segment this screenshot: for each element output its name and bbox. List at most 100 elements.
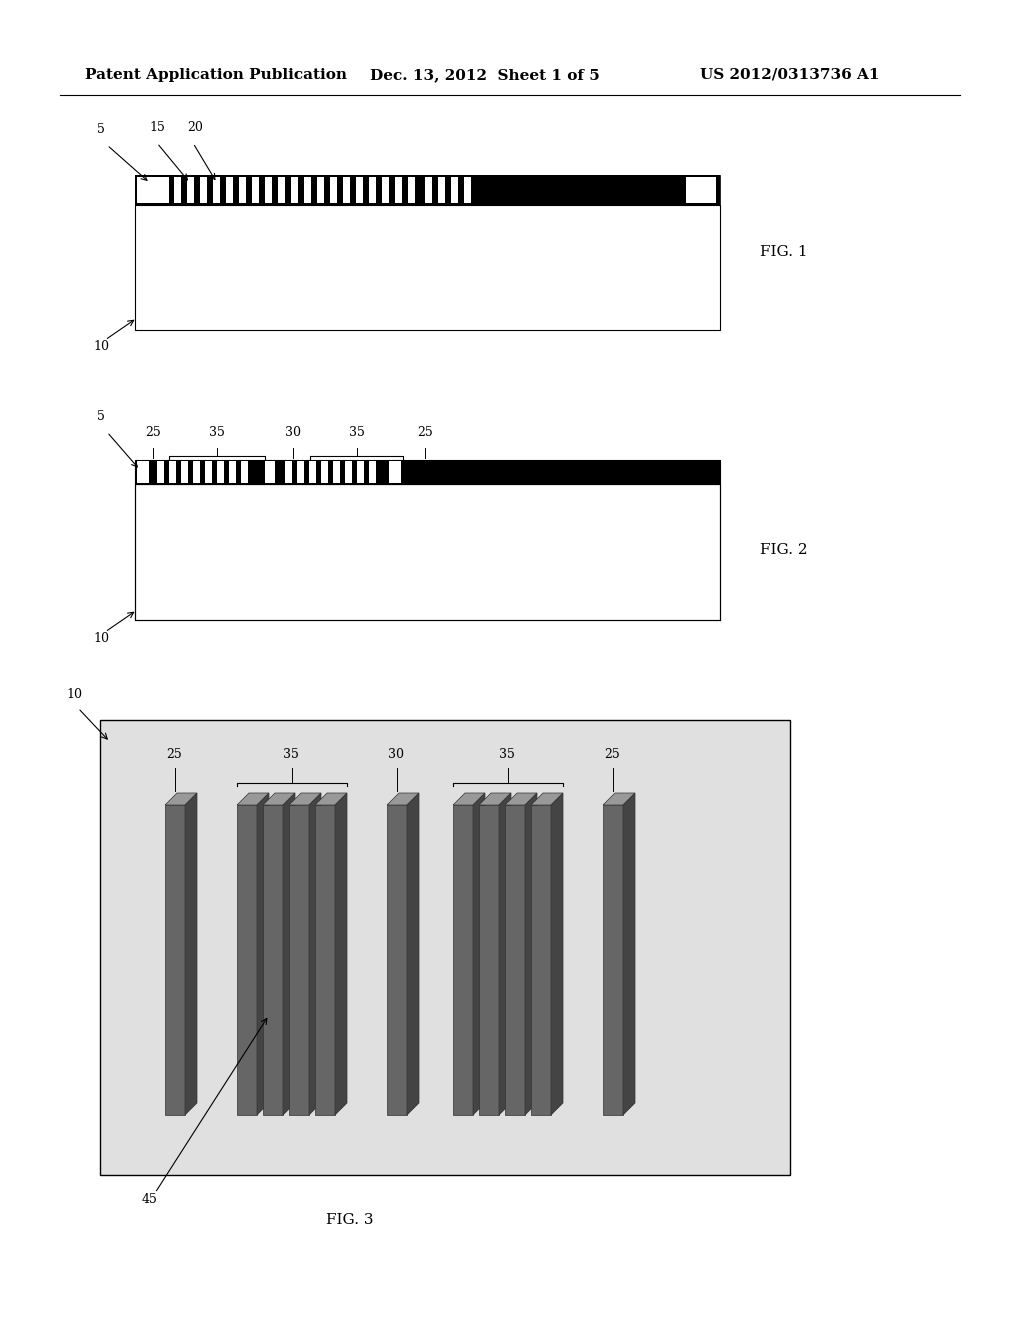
- Text: US 2012/0313736 A1: US 2012/0313736 A1: [700, 69, 880, 82]
- Text: 20: 20: [187, 121, 203, 135]
- Text: 25: 25: [417, 426, 433, 440]
- Text: 25: 25: [145, 426, 161, 440]
- Polygon shape: [551, 793, 563, 1115]
- Bar: [357, 461, 364, 483]
- Text: 35: 35: [283, 748, 299, 762]
- Text: 35: 35: [499, 748, 515, 762]
- Bar: [193, 461, 200, 483]
- Bar: [174, 177, 181, 203]
- Bar: [451, 177, 458, 203]
- Bar: [241, 461, 248, 483]
- Bar: [408, 177, 415, 203]
- Bar: [464, 177, 471, 203]
- Bar: [321, 461, 328, 483]
- Text: 35: 35: [348, 426, 365, 440]
- Polygon shape: [315, 793, 347, 805]
- Bar: [135, 484, 720, 620]
- Polygon shape: [263, 793, 295, 805]
- Bar: [213, 177, 220, 203]
- Bar: [278, 177, 285, 203]
- Bar: [330, 177, 337, 203]
- Bar: [229, 461, 236, 483]
- Bar: [100, 719, 790, 1175]
- Bar: [265, 177, 272, 203]
- Polygon shape: [473, 793, 485, 1115]
- Polygon shape: [453, 793, 485, 805]
- Polygon shape: [505, 793, 537, 805]
- Bar: [369, 461, 376, 483]
- Text: 5: 5: [97, 411, 104, 422]
- Polygon shape: [603, 793, 635, 805]
- Polygon shape: [315, 805, 335, 1115]
- Polygon shape: [335, 793, 347, 1115]
- Polygon shape: [499, 793, 511, 1115]
- Bar: [135, 459, 720, 484]
- Text: 35: 35: [209, 426, 225, 440]
- Bar: [135, 205, 720, 330]
- Text: 10: 10: [93, 632, 109, 645]
- Polygon shape: [531, 805, 551, 1115]
- Polygon shape: [257, 793, 269, 1115]
- Polygon shape: [237, 793, 269, 805]
- Bar: [369, 177, 376, 203]
- Bar: [205, 461, 212, 483]
- Text: 25: 25: [604, 748, 620, 762]
- Polygon shape: [479, 805, 499, 1115]
- Text: 45: 45: [142, 1193, 158, 1206]
- Text: 5: 5: [97, 123, 104, 136]
- Polygon shape: [289, 793, 321, 805]
- Polygon shape: [387, 793, 419, 805]
- Bar: [135, 176, 720, 205]
- Bar: [181, 461, 188, 483]
- Bar: [217, 461, 224, 483]
- Bar: [285, 461, 292, 483]
- Bar: [382, 177, 389, 203]
- Polygon shape: [185, 793, 197, 1115]
- Text: 30: 30: [388, 748, 404, 762]
- Bar: [291, 177, 298, 203]
- Polygon shape: [309, 793, 321, 1115]
- Bar: [137, 461, 150, 483]
- Bar: [252, 177, 259, 203]
- Text: 10: 10: [93, 341, 109, 352]
- Polygon shape: [263, 805, 283, 1115]
- Bar: [239, 177, 246, 203]
- Text: 30: 30: [285, 426, 301, 440]
- Bar: [356, 177, 362, 203]
- Polygon shape: [623, 793, 635, 1115]
- Bar: [425, 177, 432, 203]
- Polygon shape: [283, 793, 295, 1115]
- Bar: [226, 177, 233, 203]
- Bar: [297, 461, 304, 483]
- Bar: [137, 177, 169, 203]
- Bar: [345, 461, 352, 483]
- Polygon shape: [479, 793, 511, 805]
- Text: 10: 10: [66, 688, 82, 701]
- Bar: [135, 176, 720, 205]
- Bar: [200, 177, 207, 203]
- Polygon shape: [525, 793, 537, 1115]
- Polygon shape: [289, 805, 309, 1115]
- Bar: [343, 177, 350, 203]
- Text: FIG. 2: FIG. 2: [760, 543, 808, 557]
- Bar: [438, 177, 445, 203]
- Bar: [309, 461, 316, 483]
- Bar: [395, 177, 402, 203]
- Text: Patent Application Publication: Patent Application Publication: [85, 69, 347, 82]
- Bar: [265, 461, 275, 483]
- Text: FIG. 1: FIG. 1: [760, 246, 808, 260]
- Text: Dec. 13, 2012  Sheet 1 of 5: Dec. 13, 2012 Sheet 1 of 5: [370, 69, 600, 82]
- Polygon shape: [603, 805, 623, 1115]
- Bar: [317, 177, 324, 203]
- Bar: [187, 177, 194, 203]
- Polygon shape: [531, 793, 563, 805]
- Polygon shape: [407, 793, 419, 1115]
- Bar: [686, 177, 716, 203]
- Bar: [389, 461, 401, 483]
- Bar: [157, 461, 164, 483]
- Polygon shape: [237, 805, 257, 1115]
- Text: 15: 15: [150, 121, 165, 135]
- Polygon shape: [453, 805, 473, 1115]
- Text: 25: 25: [166, 748, 181, 762]
- Polygon shape: [165, 793, 197, 805]
